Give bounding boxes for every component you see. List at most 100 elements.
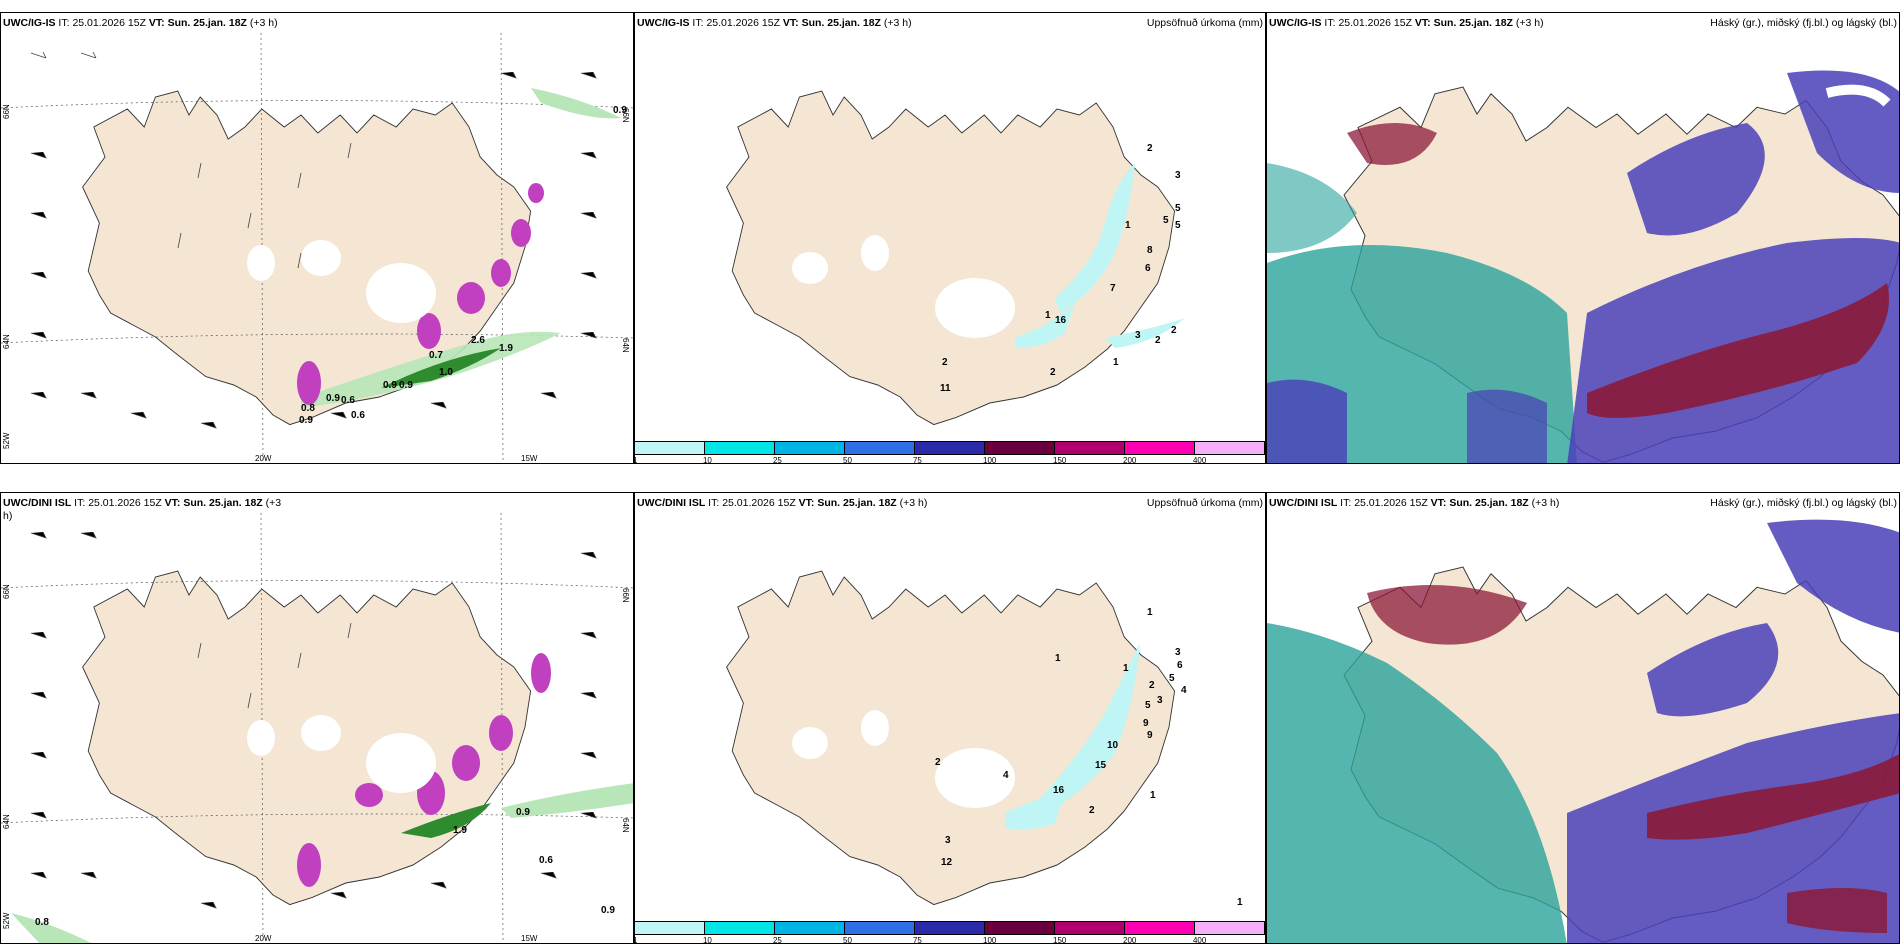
- precip-label: 12: [941, 857, 953, 868]
- precip-label: 4: [1181, 685, 1187, 696]
- lat-label: 64N: [2, 334, 11, 349]
- scale-swatch: [1125, 922, 1195, 934]
- scale-swatch: [1195, 442, 1265, 454]
- precip-label: 6: [1145, 263, 1151, 274]
- precip-color-scale: 1 10 25 50 75 100 150 200 400: [635, 921, 1265, 943]
- scale-tick-label: 75: [912, 936, 922, 944]
- precip-label: 1.9: [453, 825, 467, 836]
- precip-label: 2: [1171, 325, 1177, 336]
- precip-label: 6: [1177, 660, 1183, 671]
- precip-label: 1: [1045, 310, 1051, 321]
- scale-tick-label: 10: [702, 936, 712, 944]
- precip-label: 0.9: [383, 380, 397, 391]
- lat-label: 64N: [621, 818, 630, 833]
- scale-swatch: [775, 442, 845, 454]
- lon-label: 20W: [255, 934, 272, 943]
- scale-tick-label: 150: [1053, 936, 1067, 944]
- wind-barbs: [30, 531, 597, 909]
- panel-header: UWC/DINI ISL IT: 25.01.2026 15Z VT: Sun.…: [3, 497, 282, 522]
- precip-label: 3: [945, 835, 951, 846]
- panel-title-right: Háský (gr.), miðský (fj.bl.) og lágský (…: [1710, 497, 1897, 509]
- precip-label: 3: [1157, 695, 1163, 706]
- scale-tick-label: 1: [635, 456, 637, 463]
- precip-color-scale: 1 10 25 50 75 100 150 200 400: [635, 441, 1265, 463]
- panel-cloud-dini: UWC/DINI ISL IT: 25.01.2026 15Z VT: Sun.…: [1266, 492, 1900, 944]
- scale-swatch: [705, 922, 775, 934]
- precip-label: 5: [1175, 203, 1181, 214]
- panel-header: UWC/IG-IS IT: 25.01.2026 15Z VT: Sun. 25…: [3, 17, 278, 29]
- precip-label: 9: [1143, 718, 1149, 729]
- lat-label: 66N: [621, 108, 630, 123]
- precip-label: 3: [1175, 647, 1181, 658]
- lat-label: 66N: [2, 104, 11, 119]
- precip-label: 0.7: [429, 350, 443, 361]
- scale-swatch: [1055, 442, 1125, 454]
- scale-swatch: [915, 442, 985, 454]
- precip-label: 9: [1147, 730, 1153, 741]
- scale-tick-label: 1: [635, 936, 637, 943]
- scale-tick-label: 50: [843, 936, 852, 944]
- precip-label: 2: [1147, 143, 1153, 154]
- scale-swatch: [1195, 922, 1265, 934]
- panel-title-right: Uppsöfnuð úrkoma (mm): [1146, 17, 1263, 29]
- accum-precip-map: 2 3 5 5 5 8 6 1 7 1 16 3 2 2 1 2 2 11: [725, 90, 1185, 426]
- scale-swatch: [1055, 922, 1125, 934]
- precip-label: 2: [935, 757, 941, 768]
- precip-label: 0.9: [399, 380, 413, 391]
- precip-label: 3: [1135, 330, 1141, 341]
- lat-label: 52W: [2, 432, 11, 449]
- lat-label: 66N: [621, 588, 630, 603]
- precip-label: 8: [1147, 245, 1153, 256]
- precip-label: 1.0: [439, 367, 453, 378]
- precip-label: 11: [940, 383, 951, 394]
- precip-label: 0.8: [301, 403, 315, 414]
- panel-precip-dini: UWC/DINI ISL IT: 25.01.2026 15Z VT: Sun.…: [634, 492, 1266, 944]
- precip-label: 4: [1003, 770, 1009, 781]
- scale-swatch: [635, 922, 705, 934]
- precip-label: 0.9: [299, 415, 313, 426]
- scale-swatch: [1125, 442, 1195, 454]
- precip-label: 0.9: [516, 807, 530, 818]
- scale-tick-label: 200: [1123, 456, 1137, 464]
- precip-label: 5: [1175, 220, 1181, 231]
- precip-label: 0.6: [539, 855, 553, 866]
- scale-tick-label: 100: [983, 456, 997, 464]
- scale-tick-label: 100: [983, 936, 997, 944]
- scale-tick-label: 400: [1192, 456, 1207, 464]
- lat-label: 52W: [2, 912, 11, 929]
- precip-label: 16: [1053, 785, 1065, 796]
- scale-tick-label: 25: [772, 456, 782, 464]
- precip-label: 1: [1125, 220, 1131, 231]
- panel-precip-igis: UWC/IG-IS IT: 25.01.2026 15Z VT: Sun. 25…: [634, 12, 1266, 464]
- precip-label: 2: [942, 357, 948, 368]
- scale-tick-label: 150: [1053, 456, 1067, 464]
- precip-label: 0.6: [351, 410, 365, 421]
- precip-label: 1: [1123, 663, 1129, 674]
- panel-wind-dini: UWC/DINI ISL IT: 25.01.2026 15Z VT: Sun.…: [0, 492, 634, 944]
- precip-label: 3: [1175, 170, 1181, 181]
- scale-swatch: [915, 922, 985, 934]
- precip-label: 0.9: [326, 393, 340, 404]
- precip-label: 10: [1107, 740, 1119, 751]
- panel-cloud-igis: UWC/IG-IS IT: 25.01.2026 15Z VT: Sun. 25…: [1266, 12, 1900, 464]
- scale-tick-label: 10: [702, 456, 712, 464]
- wind-precip-map: 0.9 1.9 0.6 0.8 0.9 66N 64N 52W 20W 15W …: [1, 512, 633, 943]
- precip-label: 0.6: [341, 395, 355, 406]
- cloud-cover-map: [1267, 33, 1899, 463]
- scale-swatch: [635, 442, 705, 454]
- accum-precip-map: 1 3 6 1 1 2 5 4 3 5 9 9 10 15 4 16 2 1 2…: [725, 570, 1243, 908]
- precip-label: 7: [1110, 283, 1116, 294]
- wind-precip-map: 0.9 2.6 1.9 0.7 1.0 0.9 0.6 0.8 0.9 0.6 …: [1, 32, 633, 463]
- scale-tick-label: 25: [772, 936, 782, 944]
- scale-tick-label: 400: [1192, 936, 1207, 944]
- precip-label: 0.9: [601, 905, 615, 916]
- precip-label: 0.9: [613, 105, 627, 116]
- precip-label: 2: [1149, 680, 1155, 691]
- scale-tick-label: 50: [843, 456, 852, 464]
- precip-label: 2.6: [471, 335, 485, 346]
- scale-tick-label: 200: [1123, 936, 1137, 944]
- panel-title-right: Háský (gr.), miðský (fj.bl.) og lágský (…: [1710, 17, 1897, 29]
- precip-label: 16: [1055, 315, 1067, 326]
- scale-swatch: [985, 442, 1055, 454]
- panel-header: UWC/DINI ISL IT: 25.01.2026 15Z VT: Sun.…: [1269, 497, 1560, 509]
